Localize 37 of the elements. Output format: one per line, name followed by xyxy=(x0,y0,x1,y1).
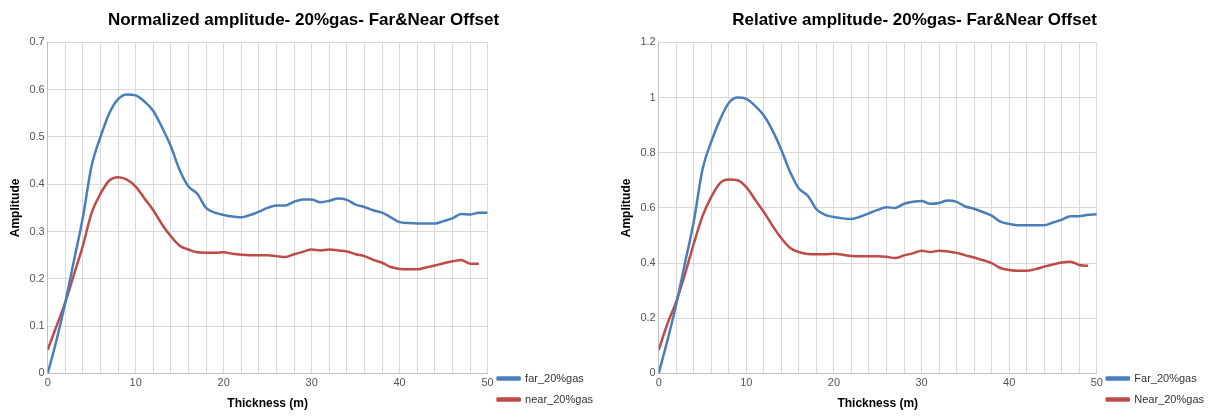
x-tick-label: 20 xyxy=(827,376,841,389)
x-axis-title: Thickness (m) xyxy=(227,396,308,411)
y-tick-label: 0.1 xyxy=(29,319,45,332)
legend-label: far_20%gas xyxy=(525,371,585,384)
y-tick-label: 0.5 xyxy=(29,130,45,142)
y-tick-label: 0.7 xyxy=(29,35,45,48)
x-axis-title: Thickness (m) xyxy=(837,396,919,411)
legend-label: Far_20%gas xyxy=(1134,371,1198,384)
y-axis-title: Amplitude xyxy=(618,178,633,238)
x-tick-label: 50 xyxy=(1090,376,1103,389)
y-tick-label: 0.4 xyxy=(640,256,656,269)
y-tick-label: 0.2 xyxy=(640,311,656,324)
chart-title: Normalized amplitude- 20%gas- Far&Near Offset xyxy=(107,9,500,29)
x-tick-label: 30 xyxy=(915,376,928,389)
y-tick-label: 0 xyxy=(38,366,45,379)
y-tick-label: 0.6 xyxy=(640,200,656,213)
chart-title: Relative amplitude- 20%gas- Far&Near Offset xyxy=(732,9,1098,29)
y-tick-label: 0.2 xyxy=(29,271,45,284)
y-axis-title: Amplitude xyxy=(7,178,22,238)
line-series xyxy=(658,178,1090,352)
y-tick-label: 0 xyxy=(649,366,656,379)
x-tick-label: 40 xyxy=(393,376,406,389)
x-tick-label: 10 xyxy=(740,376,753,389)
x-tick-label: 10 xyxy=(129,376,142,389)
y-tick-label: 0.8 xyxy=(640,145,656,158)
y-tick-label: 0.4 xyxy=(29,177,45,190)
x-tick-label: 40 xyxy=(1003,376,1016,389)
y-tick-label: 0.3 xyxy=(29,224,45,237)
y-tick-label: 0.6 xyxy=(29,82,45,95)
x-tick-label: 50 xyxy=(481,376,494,389)
y-tick-label: 1.2 xyxy=(640,35,656,48)
legend-label: Near_20%gas xyxy=(1134,392,1205,405)
x-tick-label: 20 xyxy=(217,376,230,389)
line-series xyxy=(47,175,481,352)
x-tick-label: 30 xyxy=(305,376,318,389)
legend-label: near_20%gas xyxy=(525,392,594,405)
y-tick-label: 1 xyxy=(649,90,656,103)
